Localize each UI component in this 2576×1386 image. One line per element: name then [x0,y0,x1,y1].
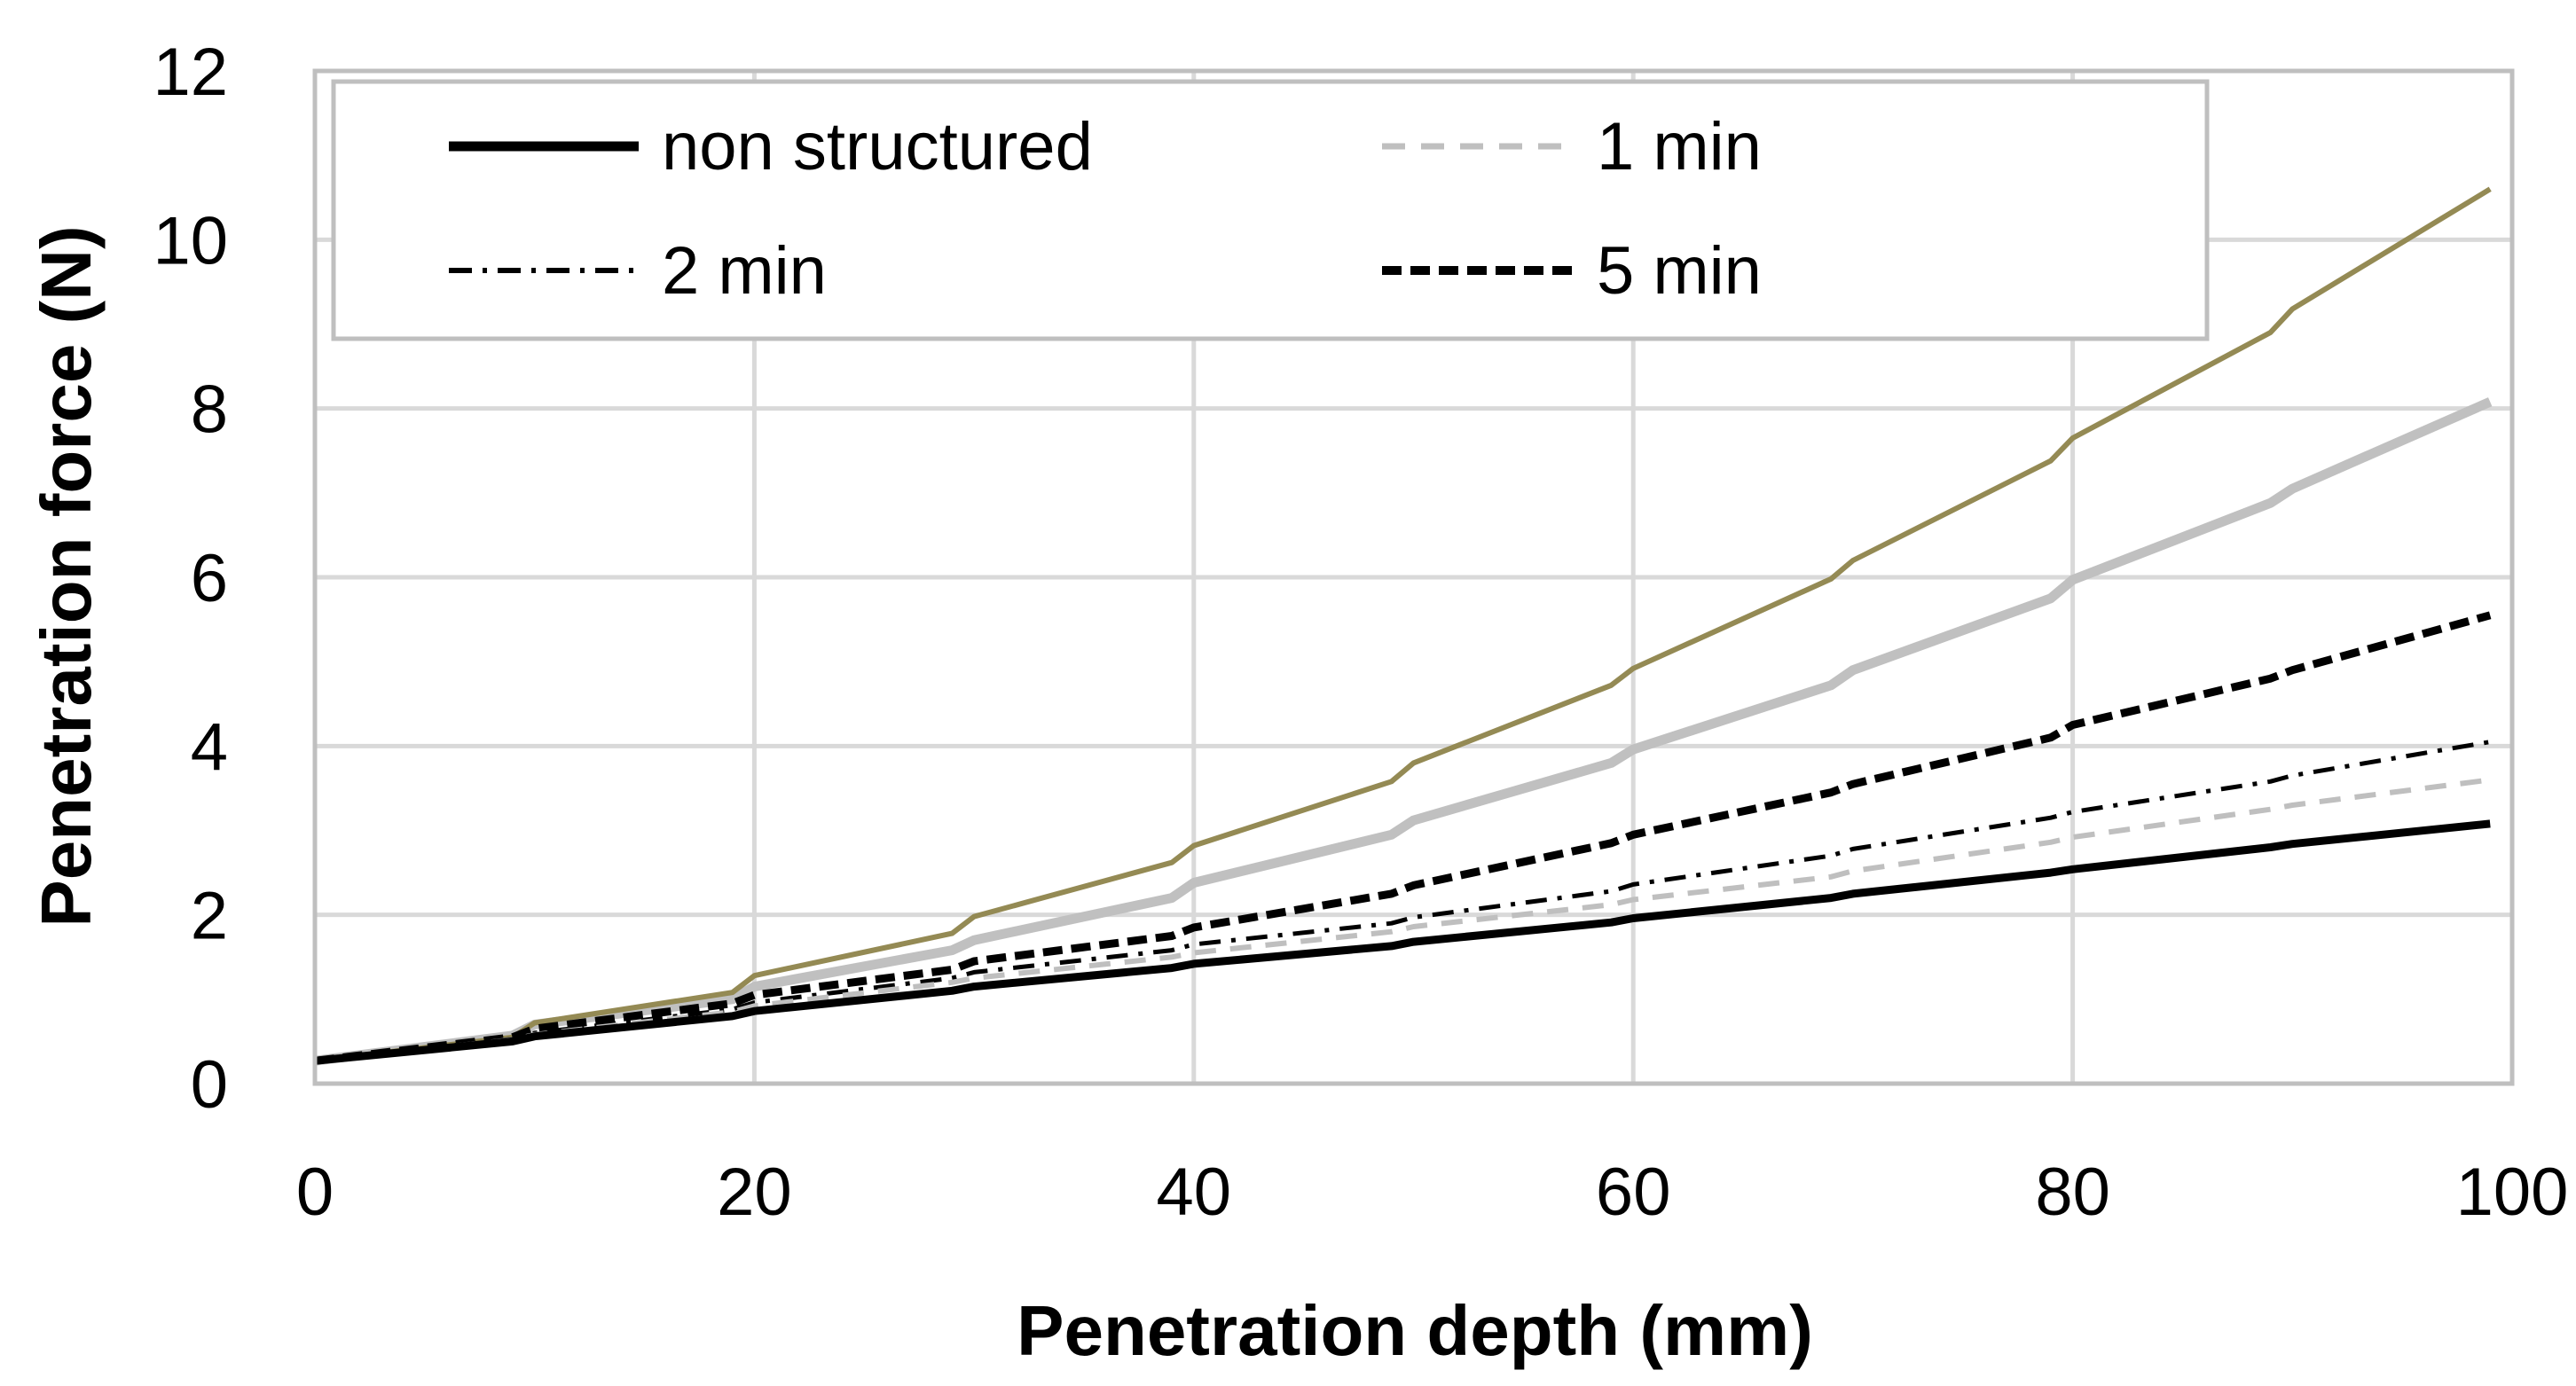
legend: non structured 1 min 2 min 5 min [331,79,2210,341]
y-tick-label: 12 [153,35,228,110]
series-line-unlabeled-5 [314,186,2492,1064]
y-tick-label: 4 [191,709,228,785]
y-tick-label: 0 [191,1047,228,1123]
x-tick-label: 60 [1596,1155,1671,1230]
y-tick-label: 10 [153,203,228,278]
y-axis-title: Penetration force (N) [27,225,106,927]
x-tick-label: 40 [1157,1155,1232,1230]
x-tick-label: 0 [296,1155,334,1230]
x-tick-label: 20 [717,1155,792,1230]
x-axis-ticks: 0 20 40 60 80 100 [296,1155,2569,1230]
x-axis-title: Penetration depth (mm) [1017,1291,1813,1370]
y-tick-label: 6 [191,541,228,616]
y-axis-ticks: 0 2 4 6 8 10 12 [153,35,228,1123]
series-line-unlabeled-4 [314,397,2493,1066]
x-tick-label: 80 [2035,1155,2110,1230]
legend-box [331,79,2210,341]
series-line-non-structured [314,819,2491,1065]
x-tick-label: 100 [2456,1155,2569,1230]
legend-label-5-min: 5 min [1597,233,1762,309]
series-line-5-min [314,611,2492,1065]
legend-label-non-structured: non structured [662,109,1093,184]
legend-label-2-min: 2 min [662,233,827,309]
series-layer [314,186,2493,1066]
y-tick-label: 8 [191,372,228,448]
plot-area-border [312,68,2515,1086]
y-tick-label: 2 [191,879,228,954]
legend-label-1-min: 1 min [1597,109,1762,184]
series-line-2-min [314,740,2491,1063]
